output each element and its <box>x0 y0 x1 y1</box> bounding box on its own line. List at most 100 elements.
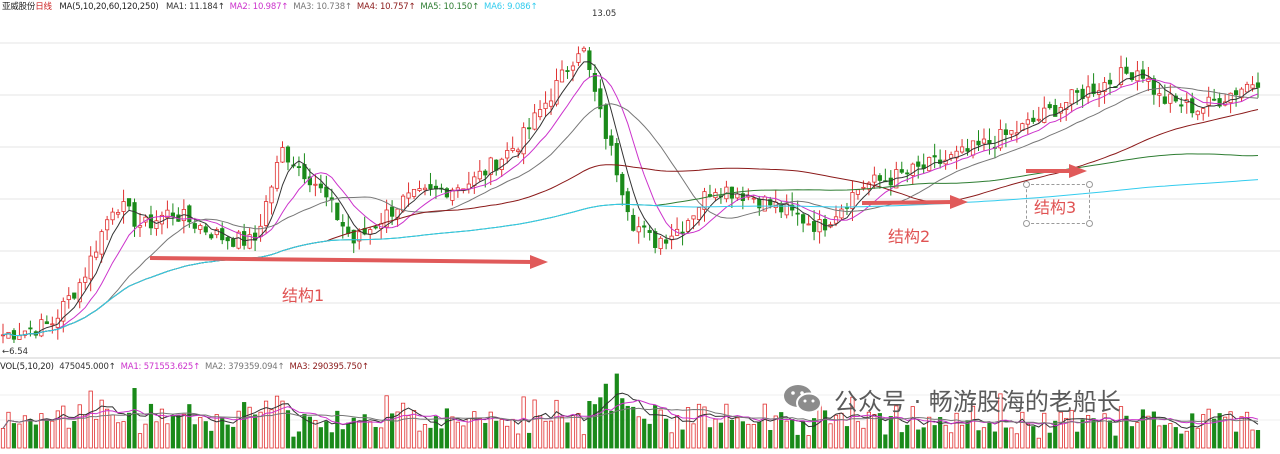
volume-bar <box>176 414 181 449</box>
candle-body <box>340 222 345 227</box>
candle-body <box>751 197 756 200</box>
volume-bar <box>105 408 110 449</box>
volume-bar <box>905 424 910 449</box>
volume-bar <box>1179 433 1184 449</box>
volume-bar <box>1025 423 1030 449</box>
selection-box[interactable] <box>1023 181 1093 227</box>
candle-body <box>159 214 165 225</box>
volume-bar <box>143 423 148 449</box>
volume-bar <box>828 423 833 449</box>
volume-bar <box>159 408 165 449</box>
volume-bar <box>839 412 844 449</box>
candle-body <box>1069 89 1074 105</box>
candle-body <box>801 214 806 224</box>
volume-ma-line-1 <box>2 392 1259 429</box>
volume-bar <box>1190 413 1195 449</box>
volume-bar <box>938 417 943 449</box>
volume-bar <box>357 420 362 449</box>
candle-body <box>1118 67 1124 86</box>
annotation-arrows <box>149 164 1087 269</box>
volume-bar <box>570 414 576 449</box>
volume-bar <box>691 423 696 449</box>
candle-body <box>1003 129 1008 135</box>
volume-bar <box>411 409 417 449</box>
volume-bar <box>1080 419 1085 449</box>
candle-body <box>537 109 543 118</box>
volume-bar <box>373 426 378 449</box>
candle-body <box>1239 88 1244 99</box>
volume-bar <box>855 421 861 449</box>
candle-body <box>1157 93 1162 96</box>
volume-bar <box>236 410 241 449</box>
candle-body <box>987 140 992 145</box>
candle-body <box>1102 82 1107 93</box>
volume-bar <box>812 418 817 449</box>
volume-bar <box>1102 413 1107 449</box>
candle-body <box>236 231 241 249</box>
volume-bar <box>1047 432 1052 449</box>
vol-ma-value-3: MA2: 379359.094↑ <box>205 362 285 372</box>
candle-body <box>910 163 915 176</box>
volume-bar <box>943 424 948 449</box>
volume-bar <box>1146 415 1151 449</box>
volume-bar <box>1031 426 1036 449</box>
volume-bar <box>554 399 559 449</box>
candle-body <box>1047 104 1052 109</box>
candle-body <box>373 226 378 229</box>
candle-body <box>105 219 110 231</box>
volume-bar <box>368 421 373 449</box>
volume-bar <box>1217 413 1222 449</box>
volume-bar <box>713 418 718 449</box>
volume-bar <box>165 423 170 449</box>
volume-bar <box>718 422 724 449</box>
volume-bar <box>1086 415 1091 449</box>
candle-body <box>691 215 696 220</box>
ma-value-4: MA4: 10.757↑ <box>356 2 416 12</box>
volume-bar <box>50 420 55 449</box>
candle-body <box>850 192 855 210</box>
candle-body <box>55 317 60 328</box>
candle-body <box>274 162 280 189</box>
candle-body <box>66 295 71 301</box>
candle-body <box>400 195 406 212</box>
low-arrow-icon: ← <box>2 347 10 357</box>
volume-bar <box>1107 420 1113 449</box>
volume-bar <box>833 414 839 449</box>
volume-bar <box>477 418 482 449</box>
volume-bar <box>203 421 208 449</box>
volume-bar <box>242 402 247 449</box>
candle-body <box>570 65 576 71</box>
volume-bar <box>1042 412 1047 449</box>
volume-bar <box>11 423 17 449</box>
candle-body <box>653 231 658 248</box>
volume-bar <box>1014 433 1019 449</box>
period-label[interactable]: 日线 <box>35 2 52 12</box>
volume-bar <box>751 424 756 449</box>
volume-bar <box>850 396 855 449</box>
candle-body <box>592 73 597 92</box>
volume-bar <box>1151 411 1156 449</box>
candle-body <box>855 189 861 195</box>
volume-bar <box>1168 423 1173 449</box>
volume-bar <box>932 425 937 449</box>
candle-body <box>625 191 630 213</box>
candle-body <box>477 170 482 180</box>
volume-bar <box>795 434 800 449</box>
volume-bar <box>587 401 592 449</box>
volume-bar <box>910 406 915 449</box>
candle-body <box>1179 104 1184 107</box>
volume-bar <box>17 423 22 449</box>
volume-bar <box>340 429 345 449</box>
volume-bar <box>1223 416 1228 449</box>
volume-bar <box>636 416 641 449</box>
volume-bar <box>444 408 449 449</box>
volume-bar <box>970 405 976 449</box>
candle-body <box>1064 102 1069 110</box>
ma-value-2: MA2: 10.987↑ <box>229 2 289 12</box>
volume-bar <box>400 402 406 449</box>
candle-body <box>44 321 49 325</box>
candle-body <box>658 237 663 249</box>
volume-bar <box>1020 411 1025 449</box>
